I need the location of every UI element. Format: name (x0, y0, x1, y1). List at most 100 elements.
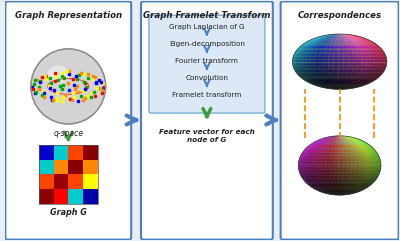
PathPatch shape (374, 73, 377, 74)
PathPatch shape (298, 70, 300, 71)
PathPatch shape (306, 160, 308, 161)
PathPatch shape (319, 182, 322, 184)
PathPatch shape (346, 43, 350, 45)
PathPatch shape (334, 78, 339, 79)
PathPatch shape (325, 37, 328, 38)
PathPatch shape (348, 58, 353, 60)
PathPatch shape (346, 194, 348, 195)
PathPatch shape (339, 181, 342, 182)
PathPatch shape (346, 140, 348, 141)
PathPatch shape (331, 85, 334, 86)
PathPatch shape (332, 140, 335, 141)
PathPatch shape (332, 34, 334, 35)
PathPatch shape (310, 186, 312, 187)
PathPatch shape (374, 160, 377, 161)
PathPatch shape (324, 87, 326, 88)
PathPatch shape (334, 189, 336, 190)
PathPatch shape (356, 165, 360, 166)
PathPatch shape (343, 76, 347, 78)
PathPatch shape (343, 50, 348, 51)
PathPatch shape (351, 145, 355, 146)
PathPatch shape (353, 181, 356, 182)
PathPatch shape (334, 54, 338, 55)
PathPatch shape (358, 140, 360, 141)
PathPatch shape (304, 68, 308, 70)
PathPatch shape (305, 150, 307, 151)
PathPatch shape (371, 151, 374, 153)
PathPatch shape (295, 68, 298, 70)
PathPatch shape (326, 46, 330, 47)
PathPatch shape (310, 154, 313, 155)
PathPatch shape (362, 141, 364, 142)
PathPatch shape (334, 74, 338, 75)
PathPatch shape (328, 193, 330, 194)
PathPatch shape (333, 64, 338, 65)
PathPatch shape (342, 147, 346, 148)
PathPatch shape (324, 70, 329, 71)
PathPatch shape (361, 153, 365, 154)
PathPatch shape (302, 155, 304, 157)
PathPatch shape (332, 139, 335, 140)
PathPatch shape (352, 137, 355, 138)
PathPatch shape (335, 181, 339, 182)
PathPatch shape (352, 190, 355, 191)
PathPatch shape (294, 55, 295, 57)
PathPatch shape (334, 136, 336, 137)
PathPatch shape (364, 73, 368, 74)
PathPatch shape (312, 187, 314, 188)
PathPatch shape (381, 50, 383, 51)
PathPatch shape (318, 161, 322, 163)
PathPatch shape (322, 169, 326, 171)
PathPatch shape (374, 180, 376, 181)
PathPatch shape (300, 74, 303, 75)
PathPatch shape (322, 141, 326, 142)
PathPatch shape (294, 67, 295, 68)
PathPatch shape (328, 142, 331, 143)
PathPatch shape (330, 140, 332, 141)
PathPatch shape (360, 189, 363, 190)
PathPatch shape (378, 173, 380, 174)
PathPatch shape (333, 64, 338, 65)
PathPatch shape (341, 139, 344, 140)
PathPatch shape (353, 35, 356, 36)
PathPatch shape (369, 185, 371, 186)
PathPatch shape (379, 158, 380, 160)
PathPatch shape (347, 191, 350, 192)
PathPatch shape (368, 46, 372, 47)
PathPatch shape (376, 75, 379, 76)
PathPatch shape (310, 81, 313, 82)
PathPatch shape (310, 186, 312, 187)
PathPatch shape (356, 141, 359, 142)
PathPatch shape (375, 45, 377, 46)
PathPatch shape (344, 187, 348, 188)
PathPatch shape (325, 139, 328, 140)
PathPatch shape (303, 166, 305, 168)
PathPatch shape (300, 174, 301, 175)
PathPatch shape (334, 85, 336, 86)
PathPatch shape (376, 50, 379, 51)
PathPatch shape (374, 153, 376, 154)
PathPatch shape (324, 189, 328, 190)
PathPatch shape (333, 88, 335, 89)
PathPatch shape (338, 154, 343, 155)
PathPatch shape (322, 87, 325, 88)
PathPatch shape (377, 57, 380, 58)
PathPatch shape (318, 80, 322, 81)
PathPatch shape (339, 177, 343, 178)
PathPatch shape (315, 82, 319, 83)
PathPatch shape (342, 137, 344, 138)
PathPatch shape (317, 79, 321, 80)
PathPatch shape (321, 190, 324, 191)
PathPatch shape (378, 52, 381, 54)
PathPatch shape (358, 182, 362, 184)
PathPatch shape (301, 175, 303, 177)
PathPatch shape (378, 70, 381, 71)
PathPatch shape (361, 141, 364, 142)
PathPatch shape (302, 158, 304, 160)
PathPatch shape (375, 43, 377, 45)
PathPatch shape (316, 41, 320, 42)
PathPatch shape (369, 47, 373, 48)
PathPatch shape (342, 146, 346, 147)
PathPatch shape (338, 163, 343, 165)
PathPatch shape (360, 189, 363, 190)
